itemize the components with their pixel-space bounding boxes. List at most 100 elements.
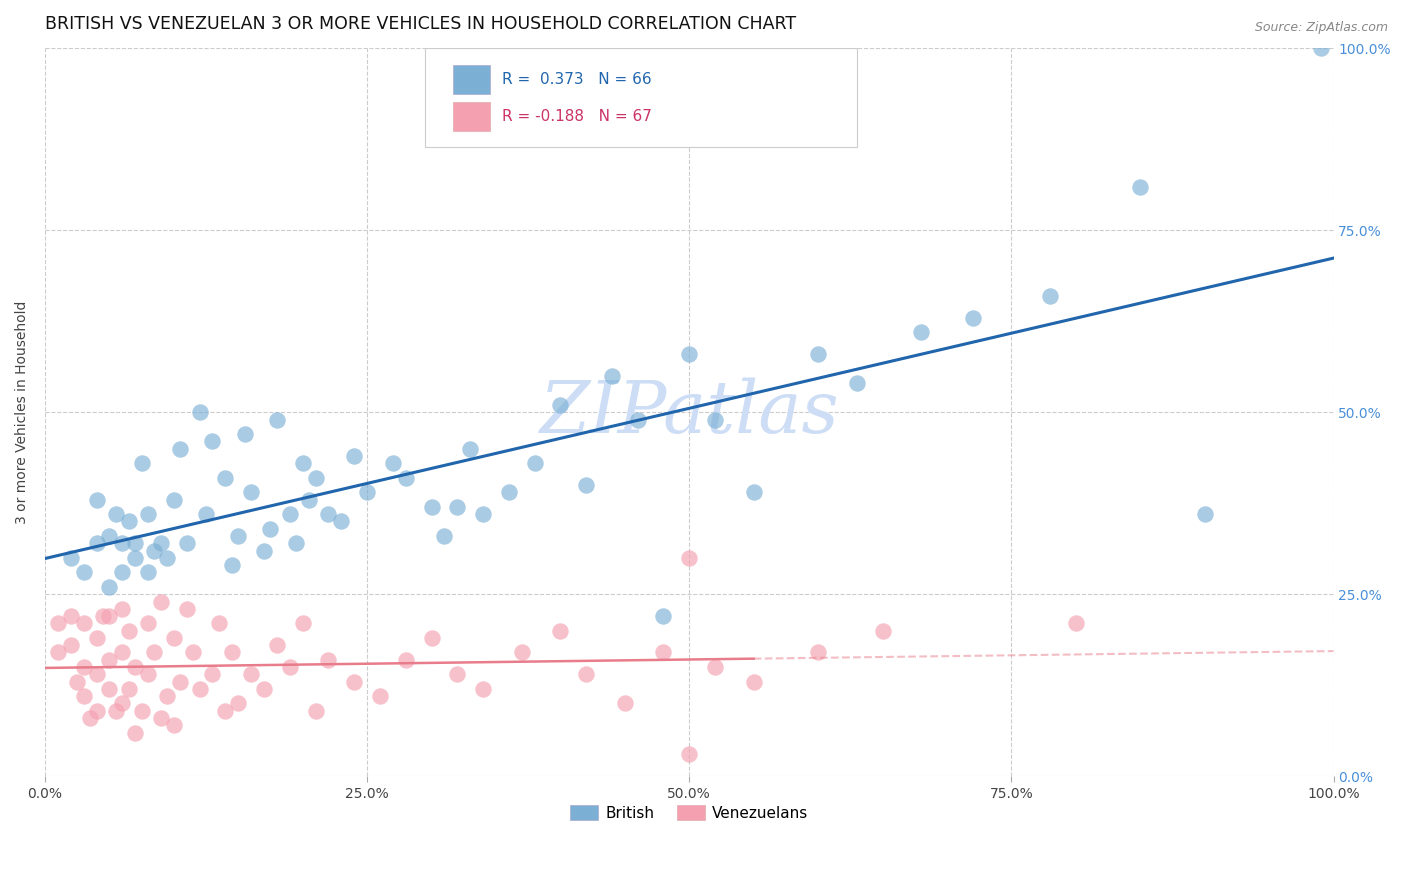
Point [111,697,134,711]
Point [304,704,326,718]
Point [176,602,198,616]
Point [156,689,179,703]
FancyBboxPatch shape [425,48,856,146]
Text: Source: ZipAtlas.com: Source: ZipAtlas.com [1254,21,1388,34]
Point [678,747,700,762]
Point [104,507,127,521]
Text: R =  0.373   N = 66: R = 0.373 N = 66 [502,72,652,87]
Point [163,631,186,645]
Point [962,310,984,325]
Point [872,624,894,638]
Point [291,616,314,631]
Point [86,492,108,507]
Point [66,674,89,689]
Point [742,674,765,689]
Point [742,485,765,500]
Text: BRITISH VS VENEZUELAN 3 OR MORE VEHICLES IN HOUSEHOLD CORRELATION CHART: BRITISH VS VENEZUELAN 3 OR MORE VEHICLES… [45,15,796,33]
Point [156,550,179,565]
Point [176,536,198,550]
Point [627,412,650,426]
Point [163,718,186,732]
Point [104,704,127,718]
Point [124,660,146,674]
Point [600,368,623,383]
Point [163,492,186,507]
Point [318,507,340,521]
Point [221,558,243,573]
Point [498,485,520,500]
Point [46,645,69,659]
Point [86,704,108,718]
Point [446,667,468,681]
Point [266,638,288,652]
Point [807,645,830,659]
Point [420,631,443,645]
Point [343,449,366,463]
Point [131,704,153,718]
Point [291,456,314,470]
Point [214,704,236,718]
Point [1309,41,1331,55]
Point [136,667,159,681]
Bar [454,65,489,95]
Point [72,689,94,703]
Point [208,616,231,631]
Point [845,376,868,391]
Point [124,536,146,550]
Point [807,347,830,361]
Point [298,492,321,507]
Point [136,507,159,521]
Point [330,515,353,529]
Text: R = -0.188   N = 67: R = -0.188 N = 67 [502,109,652,124]
Point [278,660,301,674]
Point [46,616,69,631]
Point [1129,179,1152,194]
Bar [454,102,489,130]
Point [381,456,404,470]
Point [59,550,82,565]
Point [910,325,932,339]
Point [124,550,146,565]
Point [1039,289,1062,303]
Point [72,616,94,631]
Point [395,471,418,485]
Point [226,529,249,543]
Point [169,442,191,456]
Point [613,697,636,711]
Point [1064,616,1087,631]
Point [98,580,121,594]
Point [143,645,166,659]
Point [98,653,121,667]
Point [550,624,572,638]
Point [149,536,172,550]
Point [98,529,121,543]
Text: ZIPatlas: ZIPatlas [540,377,839,448]
Point [523,456,546,470]
Point [131,456,153,470]
Point [143,543,166,558]
Point [259,522,281,536]
Point [86,631,108,645]
Point [395,653,418,667]
Point [181,645,204,659]
Point [169,674,191,689]
Point [420,500,443,514]
Point [72,566,94,580]
Point [111,602,134,616]
Point [59,638,82,652]
Point [118,681,141,696]
Point [214,471,236,485]
Point [79,711,101,725]
Point [221,645,243,659]
Point [318,653,340,667]
Point [575,478,598,492]
Point [111,645,134,659]
Point [118,624,141,638]
Point [188,681,211,696]
Point [240,485,263,500]
Point [704,412,727,426]
Point [652,645,675,659]
Point [118,515,141,529]
Point [652,609,675,624]
Point [704,660,727,674]
